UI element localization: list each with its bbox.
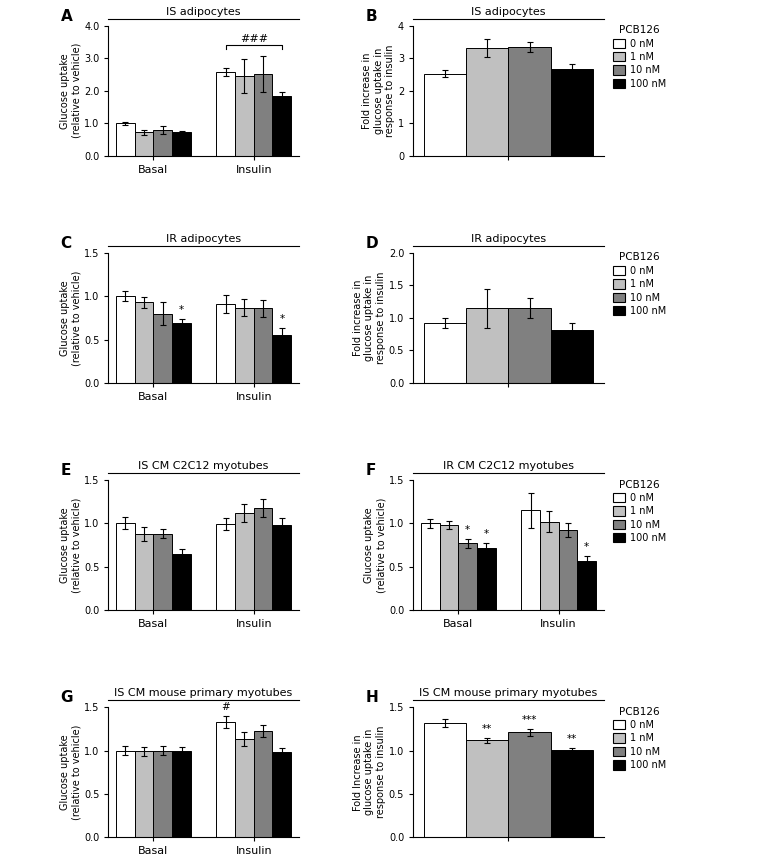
Title: IR adipocytes: IR adipocytes <box>471 234 546 244</box>
Bar <box>254 731 272 837</box>
Bar <box>272 753 291 837</box>
Text: **: ** <box>482 724 492 734</box>
Legend: 0 nM, 1 nM, 10 nM, 100 nM: 0 nM, 1 nM, 10 nM, 100 nM <box>612 479 667 544</box>
Bar <box>216 72 235 155</box>
Legend: 0 nM, 1 nM, 10 nM, 100 nM: 0 nM, 1 nM, 10 nM, 100 nM <box>612 251 667 317</box>
Y-axis label: Fold Increase in
glucose uptake in
response to insulin: Fold Increase in glucose uptake in respo… <box>353 726 386 818</box>
Title: IS CM mouse primary myotubes: IS CM mouse primary myotubes <box>420 688 598 698</box>
Text: **: ** <box>567 734 577 744</box>
Y-axis label: Glucose uptake
(relative to vehicle): Glucose uptake (relative to vehicle) <box>60 725 81 820</box>
Bar <box>235 76 254 155</box>
Bar <box>458 544 477 610</box>
Text: #: # <box>221 702 230 712</box>
Bar <box>509 308 551 383</box>
Bar <box>172 752 191 837</box>
Text: E: E <box>60 463 71 478</box>
Bar <box>235 513 254 610</box>
Bar <box>216 722 235 837</box>
Bar <box>272 96 291 155</box>
Bar <box>254 507 272 610</box>
Bar <box>172 132 191 155</box>
Bar <box>116 296 135 383</box>
Bar <box>235 740 254 837</box>
Text: H: H <box>365 690 378 705</box>
Bar <box>135 132 153 155</box>
Bar <box>424 73 466 155</box>
Y-axis label: Glucose uptake
(relative to vehicle): Glucose uptake (relative to vehicle) <box>60 270 81 366</box>
Bar <box>509 733 551 837</box>
Title: IS adipocytes: IS adipocytes <box>166 7 241 16</box>
Title: IR adipocytes: IR adipocytes <box>166 234 241 244</box>
Bar <box>153 534 172 610</box>
Text: C: C <box>60 236 72 251</box>
Bar <box>551 750 593 837</box>
Text: *: * <box>484 529 489 539</box>
Bar <box>559 531 577 610</box>
Bar <box>172 554 191 610</box>
Bar <box>421 524 440 610</box>
Bar <box>254 308 272 383</box>
Bar <box>153 751 172 837</box>
Bar <box>254 74 272 155</box>
Bar <box>235 307 254 383</box>
Bar <box>216 304 235 383</box>
Bar <box>577 561 596 610</box>
Bar <box>272 526 291 610</box>
Bar <box>153 129 172 155</box>
Bar <box>135 752 153 837</box>
Bar <box>521 510 540 610</box>
Bar <box>116 524 135 610</box>
Bar <box>116 751 135 837</box>
Bar <box>135 534 153 610</box>
Bar <box>466 308 509 383</box>
Text: *: * <box>584 543 589 552</box>
Text: *: * <box>279 314 284 324</box>
Bar <box>477 548 496 610</box>
Bar <box>551 69 593 155</box>
Bar <box>172 323 191 383</box>
Bar <box>440 526 458 610</box>
Bar <box>509 47 551 155</box>
Text: *: * <box>465 525 471 535</box>
Bar <box>466 47 509 155</box>
Bar <box>424 723 466 837</box>
Legend: 0 nM, 1 nM, 10 nM, 100 nM: 0 nM, 1 nM, 10 nM, 100 nM <box>612 24 667 90</box>
Title: IR CM C2C12 myotubes: IR CM C2C12 myotubes <box>443 461 574 471</box>
Bar <box>466 740 509 837</box>
Y-axis label: Glucose uptake
(relative to vehicle): Glucose uptake (relative to vehicle) <box>60 43 81 138</box>
Title: IS adipocytes: IS adipocytes <box>471 7 546 16</box>
Text: D: D <box>365 236 378 251</box>
Text: F: F <box>365 463 376 478</box>
Bar <box>216 525 235 610</box>
Bar <box>135 302 153 383</box>
Title: IS CM C2C12 myotubes: IS CM C2C12 myotubes <box>139 461 269 471</box>
Text: ###: ### <box>240 35 268 44</box>
Y-axis label: Glucose uptake
(relative to vehicle): Glucose uptake (relative to vehicle) <box>365 497 386 593</box>
Bar <box>272 335 291 383</box>
Text: G: G <box>60 690 74 705</box>
Legend: 0 nM, 1 nM, 10 nM, 100 nM: 0 nM, 1 nM, 10 nM, 100 nM <box>612 706 667 772</box>
Text: ***: *** <box>522 715 537 725</box>
Text: *: * <box>179 305 184 315</box>
Bar <box>540 522 559 610</box>
Bar <box>116 123 135 155</box>
Y-axis label: Glucose uptake
(relative to vehicle): Glucose uptake (relative to vehicle) <box>60 497 81 593</box>
Y-axis label: Fold increase in
glucose uptake in
response to insulin: Fold increase in glucose uptake in respo… <box>362 45 396 137</box>
Bar <box>153 313 172 383</box>
Bar <box>551 330 593 383</box>
Title: IS CM mouse primary myotubes: IS CM mouse primary myotubes <box>115 688 293 698</box>
Text: A: A <box>60 9 73 24</box>
Y-axis label: Fold increase in
glucose uptake in
response to insulin: Fold increase in glucose uptake in respo… <box>353 272 386 364</box>
Text: B: B <box>365 9 377 24</box>
Bar <box>424 323 466 383</box>
